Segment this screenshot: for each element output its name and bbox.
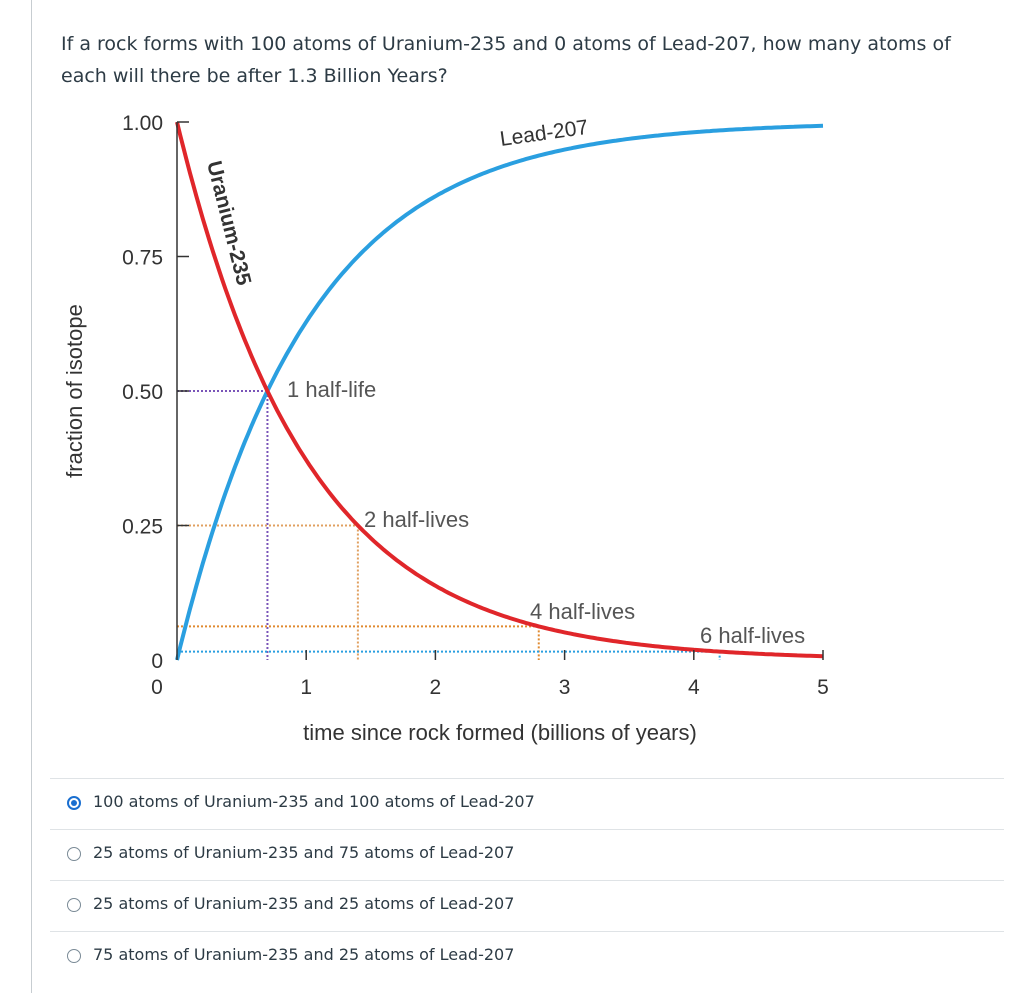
- answer-label-3: 25 atoms of Uranium-235 and 25 atoms of …: [93, 894, 515, 913]
- answer-label-2: 25 atoms of Uranium-235 and 75 atoms of …: [93, 843, 515, 862]
- answer-label-1: 100 atoms of Uranium-235 and 100 atoms o…: [93, 792, 535, 811]
- y-axis-title: fraction of isotope: [62, 304, 87, 478]
- answer-option-2[interactable]: 25 atoms of Uranium-235 and 75 atoms of …: [50, 829, 1004, 880]
- annotation-label-2: 2 half-lives: [364, 507, 469, 532]
- x-axis-title: time since rock formed (billions of year…: [303, 720, 697, 745]
- question-text: If a rock forms with 100 atoms of Uraniu…: [61, 33, 951, 87]
- answer-options: 100 atoms of Uranium-235 and 100 atoms o…: [50, 778, 1004, 982]
- x-tick-label-2: 2: [430, 676, 442, 699]
- annotation-label-4: 6 half-lives: [700, 623, 805, 648]
- radio-button-2[interactable]: [67, 847, 81, 861]
- answer-label-4: 75 atoms of Uranium-235 and 25 atoms of …: [93, 945, 515, 964]
- series-line-uranium-235: [175, 121, 824, 659]
- series-label-uranium-235: Uranium-235: [202, 159, 255, 288]
- x-tick-label-5: 5: [817, 676, 829, 699]
- answer-option-3[interactable]: 25 atoms of Uranium-235 and 25 atoms of …: [50, 880, 1004, 931]
- x-tick-label-3: 3: [559, 676, 571, 699]
- answer-option-1[interactable]: 100 atoms of Uranium-235 and 100 atoms o…: [50, 778, 1004, 829]
- x-tick-label-1: 1: [300, 676, 312, 699]
- y-tick-label-2: 0.50: [122, 381, 163, 404]
- radio-button-4[interactable]: [67, 949, 81, 963]
- series-line-lead-207: [175, 123, 824, 661]
- y-tick-label-1: 0.25: [122, 516, 163, 539]
- annotation-label-1: 1 half-life: [287, 377, 376, 402]
- y-tick-label-0: 0: [151, 650, 163, 673]
- answer-option-4[interactable]: 75 atoms of Uranium-235 and 25 atoms of …: [50, 931, 1004, 982]
- x-tick-label-0: 0: [151, 676, 163, 699]
- x-tick-label-4: 4: [688, 676, 700, 699]
- y-tick-label-4: 1.00: [122, 112, 163, 135]
- y-tick-label-3: 0.75: [122, 247, 163, 270]
- annotation-label-3: 4 half-lives: [530, 599, 635, 624]
- radio-button-1[interactable]: [67, 796, 81, 810]
- radio-button-3[interactable]: [67, 898, 81, 912]
- left-border-rule: [31, 0, 32, 993]
